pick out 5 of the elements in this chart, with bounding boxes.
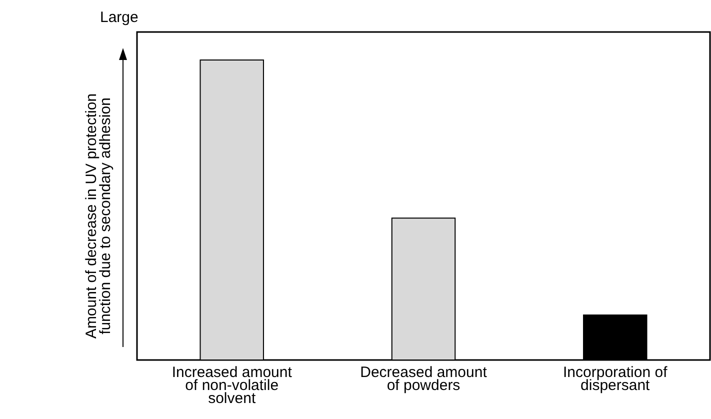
text: Large <box>100 9 138 26</box>
x-tick-label: Incorporation of dispersant <box>563 364 668 394</box>
x-tick-label: Increased amount of non-volatile solvent <box>172 364 293 407</box>
y-axis-title: Amount of decrease in UV protection function due to secondary adhesion <box>83 93 114 339</box>
x-tick-label: Decreased amount of powders <box>360 364 488 394</box>
